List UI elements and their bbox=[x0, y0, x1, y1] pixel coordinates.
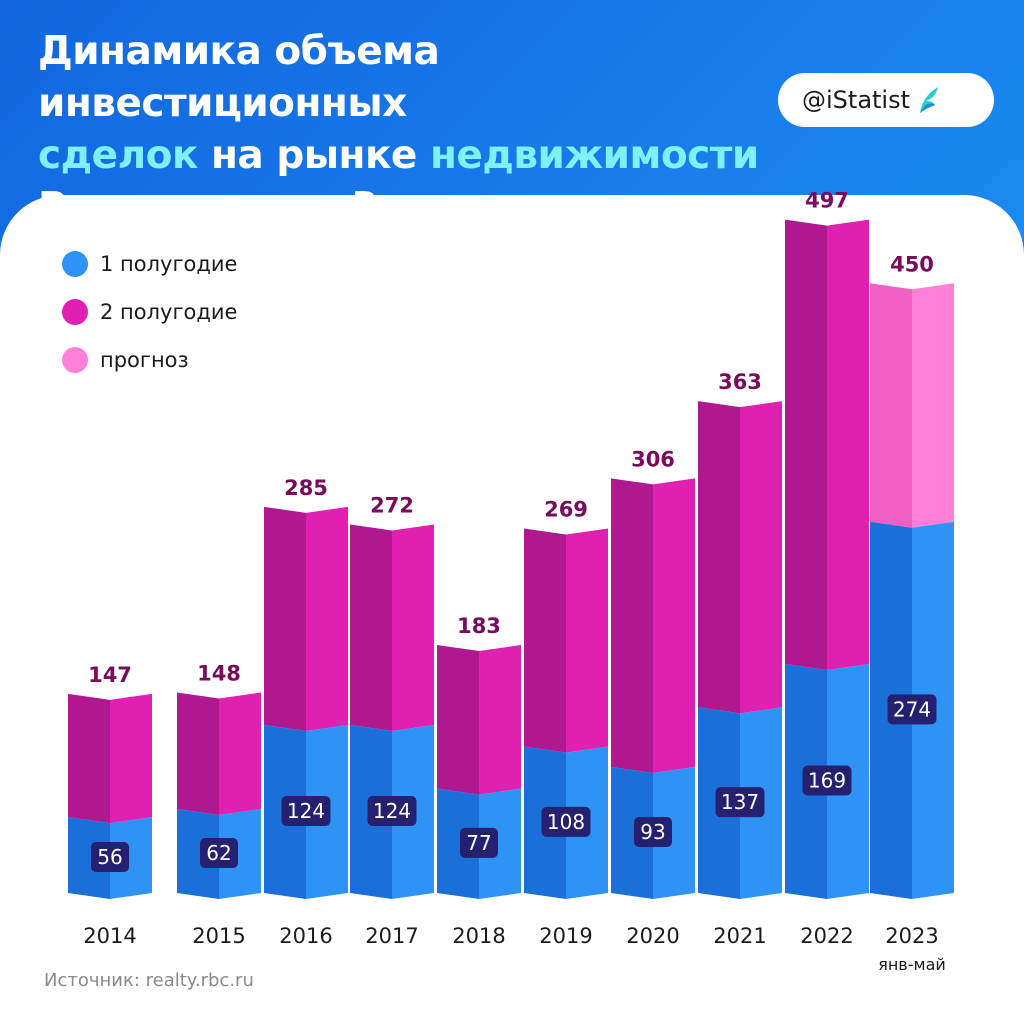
bar-second-half-2019-right-face bbox=[566, 528, 608, 753]
legend-dot-second-half bbox=[62, 299, 88, 325]
istatist-logo-icon bbox=[920, 87, 939, 113]
total-value-label-2019: 269 bbox=[544, 498, 588, 522]
bar-second-half-2019-left-face bbox=[524, 528, 566, 753]
bar-first-half-2015-right-face bbox=[219, 808, 261, 899]
bar-second-half-2016-right-face bbox=[306, 506, 348, 731]
title-line-1: Динамика объема инвестиционных bbox=[38, 29, 440, 126]
total-value-label-2015: 148 bbox=[197, 661, 241, 685]
first-half-value-box-2018 bbox=[460, 827, 498, 858]
first-half-value-label-2021: 137 bbox=[721, 790, 759, 814]
bar-second-half-2018-right-face bbox=[479, 645, 521, 795]
bar-second-half-2020-left-face bbox=[611, 478, 653, 773]
total-value-label-2020: 306 bbox=[631, 447, 675, 471]
x-tick-label-2022: 2022 bbox=[800, 924, 853, 948]
x-tick-label-2020: 2020 bbox=[626, 924, 679, 948]
x-tick-sublabel-2023: янв-май bbox=[878, 955, 946, 974]
bar-second-half-2018-left-face bbox=[437, 645, 479, 795]
bar-first-half-2014-right-face bbox=[110, 817, 152, 899]
total-value-label-2017: 272 bbox=[370, 493, 414, 517]
bar-second-half-2016-left-face bbox=[264, 506, 306, 731]
first-half-value-box-2016 bbox=[281, 795, 331, 826]
first-half-value-label-2016: 124 bbox=[287, 799, 325, 823]
first-half-value-box-2023 bbox=[887, 694, 937, 725]
x-tick-label-2019: 2019 bbox=[539, 924, 592, 948]
first-half-value-label-2017: 124 bbox=[373, 799, 411, 823]
first-half-value-label-2023: 274 bbox=[893, 697, 931, 721]
legend-label-forecast: прогноз bbox=[100, 348, 189, 372]
bar-second-half-2017-right-face bbox=[392, 524, 434, 731]
x-tick-label-2014: 2014 bbox=[83, 924, 136, 948]
bar-second-half-2022-right-face bbox=[827, 219, 869, 671]
bar-first-half-2020-left-face bbox=[611, 766, 653, 899]
title-highlight-2: недвижимости bbox=[429, 133, 759, 178]
first-half-value-box-2021 bbox=[715, 787, 765, 818]
bar-first-half-2014-left-face bbox=[68, 817, 110, 899]
total-value-label-2016: 285 bbox=[284, 476, 328, 500]
bar-first-half-2015-left-face bbox=[177, 808, 219, 899]
badge-label: @iStatist bbox=[802, 86, 911, 114]
chart-title: Динамика объема инвестиционных сделок на… bbox=[38, 26, 798, 234]
first-half-value-box-2017 bbox=[367, 795, 417, 826]
legend: 1 полугодие 2 полугодие прогноз bbox=[62, 240, 237, 384]
bar-second-half-2014-right-face bbox=[110, 693, 152, 824]
first-half-value-box-2014 bbox=[91, 842, 129, 873]
bar-second-half-2015-right-face bbox=[219, 692, 261, 815]
bar-first-half-2020-right-face bbox=[653, 766, 695, 899]
source-note: Источник: realty.rbc.ru bbox=[44, 970, 254, 991]
title-highlight-1: сделок bbox=[38, 133, 198, 178]
total-value-label-2023: 450 bbox=[890, 252, 934, 276]
bar-second-half-2020-right-face bbox=[653, 478, 695, 773]
bar-second-half-2022-left-face bbox=[785, 219, 827, 671]
x-tick-label-2015: 2015 bbox=[192, 924, 245, 948]
bar-second-half-2014-left-face bbox=[68, 693, 110, 824]
bar-forecast-2023-left-face bbox=[870, 283, 912, 528]
first-half-value-label-2020: 93 bbox=[640, 820, 665, 844]
first-half-value-label-2015: 62 bbox=[206, 841, 231, 865]
first-half-value-box-2019 bbox=[541, 806, 591, 837]
bar-second-half-2015-left-face bbox=[177, 692, 219, 815]
bar-second-half-2017-left-face bbox=[350, 524, 392, 731]
first-half-value-label-2019: 108 bbox=[547, 810, 585, 834]
x-tick-label-2018: 2018 bbox=[452, 924, 505, 948]
first-half-value-label-2014: 56 bbox=[97, 845, 122, 869]
legend-item-forecast: прогноз bbox=[62, 336, 237, 384]
x-tick-label-2017: 2017 bbox=[365, 924, 418, 948]
total-value-label-2018: 183 bbox=[457, 614, 501, 638]
x-tick-label-2021: 2021 bbox=[713, 924, 766, 948]
legend-label-first-half: 1 полугодие bbox=[100, 252, 238, 276]
title-line-2: сделок на рынке недвижимости bbox=[38, 130, 798, 182]
total-value-label-2022: 497 bbox=[805, 189, 849, 213]
legend-label-second-half: 2 полугодие bbox=[100, 300, 238, 324]
x-tick-label-2023: 2023 bbox=[885, 924, 938, 948]
first-half-value-label-2022: 169 bbox=[808, 769, 846, 793]
legend-dot-forecast bbox=[62, 347, 88, 373]
first-half-value-box-2015 bbox=[200, 837, 238, 868]
bar-first-half-2018-left-face bbox=[437, 788, 479, 899]
bar-second-half-2021-right-face bbox=[740, 401, 782, 714]
total-value-label-2014: 147 bbox=[88, 663, 132, 687]
legend-item-first-half: 1 полугодие bbox=[62, 240, 237, 288]
bar-second-half-2021-left-face bbox=[698, 401, 740, 714]
bar-first-half-2018-right-face bbox=[479, 788, 521, 899]
total-value-label-2021: 363 bbox=[718, 370, 762, 394]
x-tick-label-2016: 2016 bbox=[279, 924, 332, 948]
first-half-value-box-2020 bbox=[634, 816, 672, 847]
title-line-2-middle: на рынке bbox=[197, 133, 430, 178]
istatist-badge[interactable]: @iStatist bbox=[778, 73, 994, 127]
first-half-value-box-2022 bbox=[802, 765, 852, 796]
first-half-value-label-2018: 77 bbox=[466, 831, 491, 855]
bar-forecast-2023-right-face bbox=[912, 283, 954, 528]
legend-dot-first-half bbox=[62, 251, 88, 277]
legend-item-second-half: 2 полугодие bbox=[62, 288, 237, 336]
